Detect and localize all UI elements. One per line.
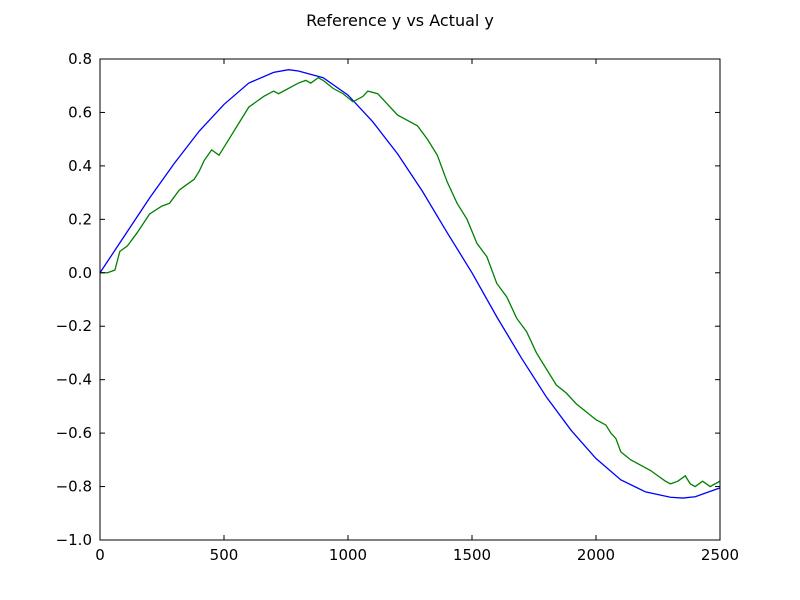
plot-frame <box>99 58 721 541</box>
y-tick-label-9: −1.0 <box>56 531 92 549</box>
y-tick-label-5: −0.2 <box>56 317 92 335</box>
series-line-0 <box>99 69 721 499</box>
chart-title: Reference y vs Actual y <box>306 11 494 30</box>
series-line-1 <box>100 76 721 488</box>
y-tick-label-8: −0.8 <box>56 478 92 496</box>
y-tick-label-3: 0.2 <box>68 210 92 228</box>
series-layer <box>99 69 721 499</box>
y-axis: 0.8 0.6 0.4 0.2 0.0 −0.2 −0.4 −0.6 −0.8 −1.0 <box>56 50 720 549</box>
y-tick-label-7: −0.6 <box>56 424 92 442</box>
y-tick-label-6: −0.4 <box>56 371 92 389</box>
y-tick-label-2: 0.4 <box>68 157 92 175</box>
x-axis: 0 500 1000 1500 2000 2500 <box>95 59 739 564</box>
y-tick-label-0: 0.8 <box>68 50 92 68</box>
y-tick-label-4: 0.0 <box>68 264 92 282</box>
x-tick-label-3: 1500 <box>453 546 491 564</box>
x-tick-label-0: 0 <box>95 546 105 564</box>
x-tick-label-4: 2000 <box>577 546 615 564</box>
x-tick-label-5: 2500 <box>701 546 739 564</box>
x-tick-label-1: 500 <box>210 546 239 564</box>
y-tick-label-1: 0.6 <box>68 103 92 121</box>
x-tick-label-2: 1000 <box>329 546 367 564</box>
